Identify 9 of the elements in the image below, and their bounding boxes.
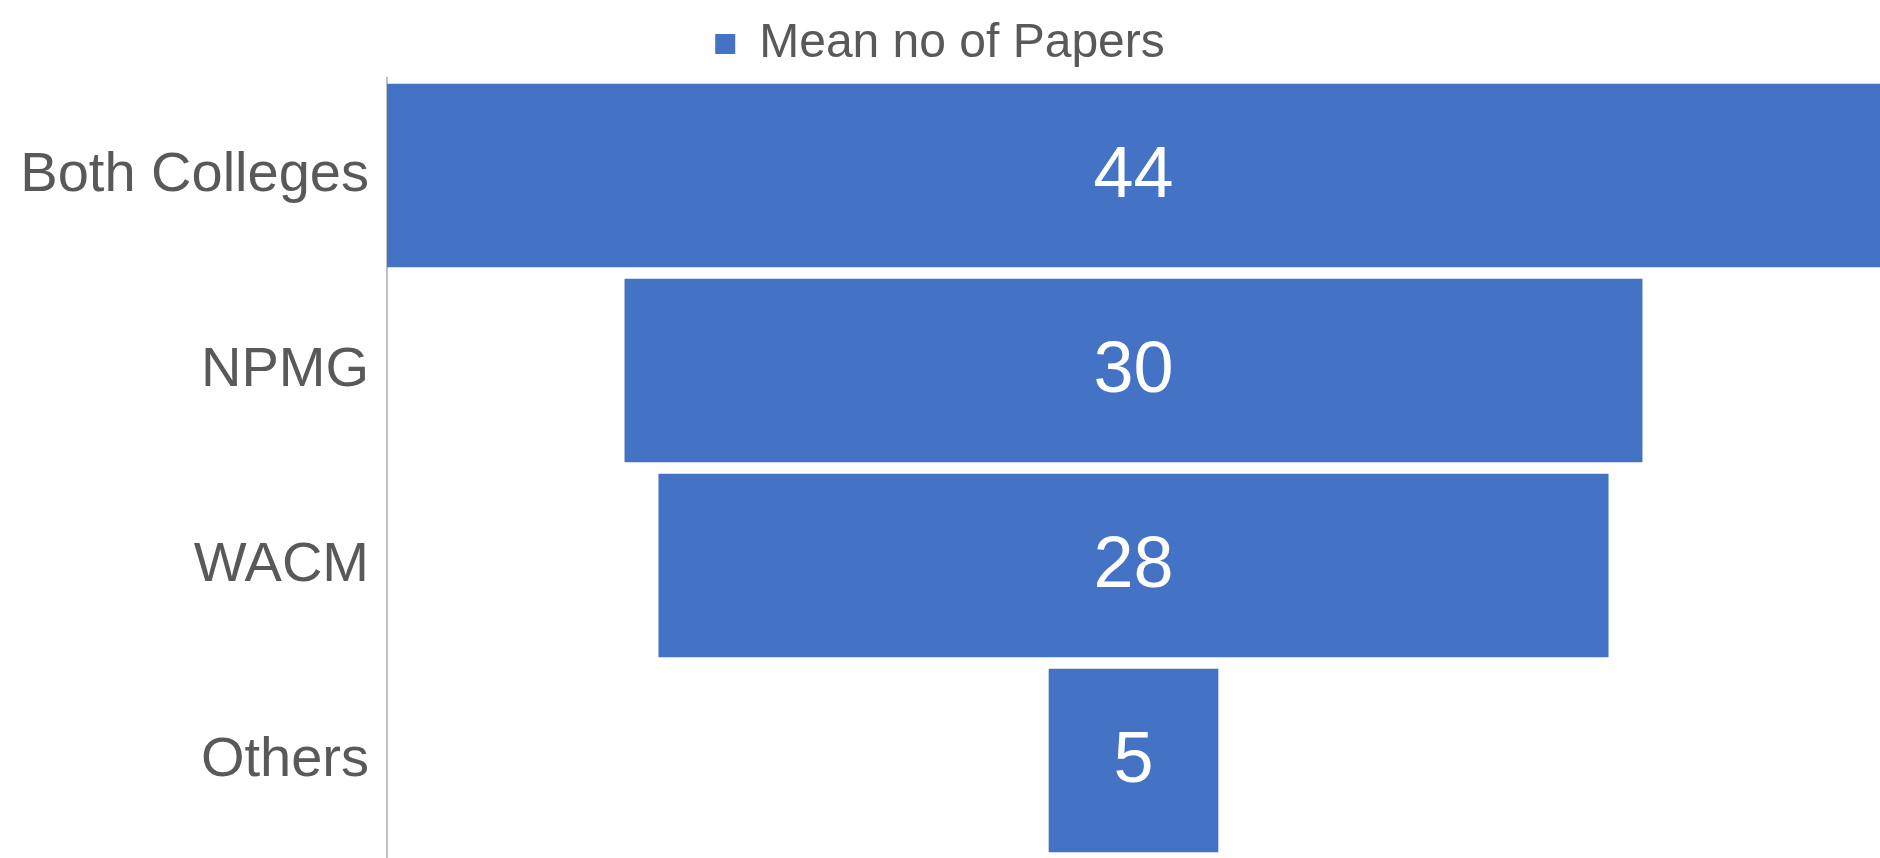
category-label: Both Colleges [20, 139, 369, 203]
category-label: Others [200, 724, 369, 788]
category-label: WACM [193, 529, 369, 593]
data-label: 5 [1113, 717, 1154, 798]
data-label: 44 [1093, 132, 1174, 213]
legend-label: Mean no of Papers [759, 14, 1165, 68]
category-label: NPMG [201, 334, 369, 398]
data-label: 28 [1093, 522, 1174, 603]
data-label: 30 [1093, 327, 1174, 408]
